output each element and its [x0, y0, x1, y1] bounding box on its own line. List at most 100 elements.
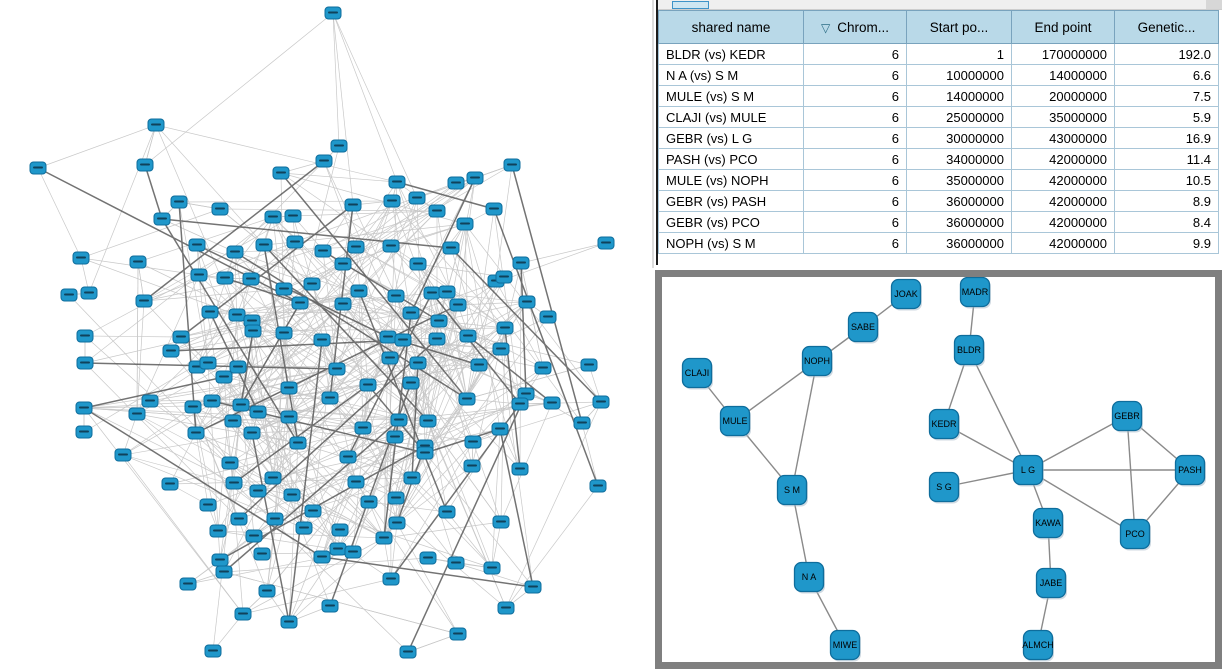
table-cell[interactable]: 6	[803, 127, 907, 149]
network-node-n-a[interactable]: N A	[793, 561, 826, 594]
main-network-node[interactable]	[264, 210, 282, 224]
table-cell[interactable]: 25000000	[906, 106, 1012, 128]
main-network-node[interactable]	[344, 545, 362, 559]
main-network-node[interactable]	[211, 202, 229, 216]
main-network-node[interactable]	[280, 410, 298, 424]
network-node-pash[interactable]: PASH	[1174, 454, 1207, 487]
main-network-node[interactable]	[228, 308, 246, 322]
detail-network-canvas[interactable]: JOAK MADR SABE BLDR NOPH CLAJI GEBR MULE KEDR PAS…	[662, 277, 1215, 662]
table-cell[interactable]: 6	[803, 148, 907, 170]
main-network-node[interactable]	[518, 295, 536, 309]
table-cell[interactable]: N A (vs) S M	[658, 64, 804, 86]
network-node-claji[interactable]: CLAJI	[681, 357, 714, 390]
main-network-node[interactable]	[543, 396, 561, 410]
table-cell[interactable]: GEBR (vs) PASH	[658, 190, 804, 212]
main-network-node[interactable]	[203, 394, 221, 408]
main-network-node[interactable]	[409, 257, 427, 271]
main-network-node[interactable]	[29, 161, 47, 175]
main-network-node[interactable]	[314, 244, 332, 258]
main-network-node[interactable]	[128, 407, 146, 421]
network-node-noph[interactable]: NOPH	[801, 345, 834, 378]
main-network-node[interactable]	[492, 515, 510, 529]
main-network-node[interactable]	[184, 400, 202, 414]
table-cell[interactable]: 6	[803, 211, 907, 233]
main-network-node[interactable]	[201, 305, 219, 319]
main-network-node[interactable]	[321, 599, 339, 613]
network-node-sabe[interactable]: SABE	[847, 311, 880, 344]
table-cell[interactable]: 35000000	[906, 169, 1012, 191]
main-network-node[interactable]	[497, 601, 515, 615]
main-network-node[interactable]	[329, 542, 347, 556]
table-cell[interactable]: 36000000	[906, 211, 1012, 233]
main-network-node[interactable]	[245, 529, 263, 543]
main-network-node[interactable]	[199, 498, 217, 512]
main-network-node[interactable]	[381, 351, 399, 365]
main-network-node[interactable]	[416, 446, 434, 460]
network-node-s-g[interactable]: S G	[928, 471, 961, 504]
detail-network-view[interactable]: JOAK MADR SABE BLDR NOPH CLAJI GEBR MULE KEDR PAS…	[662, 277, 1215, 662]
main-network-node[interactable]	[313, 550, 331, 564]
table-cell[interactable]: 7.5	[1114, 85, 1219, 107]
table-cell[interactable]: 6	[803, 190, 907, 212]
main-network-node[interactable]	[388, 175, 406, 189]
table-cell[interactable]: 10000000	[906, 64, 1012, 86]
main-network-node[interactable]	[80, 286, 98, 300]
network-node-l-g[interactable]: L G	[1012, 454, 1045, 487]
table-tab[interactable]	[672, 1, 709, 9]
main-network-node[interactable]	[419, 551, 437, 565]
main-network-node[interactable]	[224, 414, 242, 428]
table-cell[interactable]: 192.0	[1114, 43, 1219, 65]
main-network-node[interactable]	[255, 238, 273, 252]
main-network-node[interactable]	[258, 584, 276, 598]
main-network-node[interactable]	[408, 191, 426, 205]
main-network-node[interactable]	[75, 425, 93, 439]
main-network-node[interactable]	[315, 154, 333, 168]
table-cell[interactable]: BLDR (vs) KEDR	[658, 43, 804, 65]
main-network-node[interactable]	[221, 456, 239, 470]
network-node-miwe[interactable]: MIWE	[829, 629, 862, 662]
main-network-node[interactable]	[172, 330, 190, 344]
main-network-node[interactable]	[136, 158, 154, 172]
table-cell[interactable]: 42000000	[1011, 211, 1115, 233]
main-network-node[interactable]	[495, 270, 513, 284]
network-node-madr[interactable]: MADR	[959, 277, 992, 309]
table-cell[interactable]: 6	[803, 43, 907, 65]
main-network-node[interactable]	[295, 521, 313, 535]
main-network-node[interactable]	[188, 238, 206, 252]
main-network-node[interactable]	[511, 462, 529, 476]
table-cell[interactable]: 36000000	[906, 190, 1012, 212]
main-network-node[interactable]	[394, 333, 412, 347]
main-network-node[interactable]	[517, 387, 535, 401]
main-network-node[interactable]	[179, 577, 197, 591]
table-row[interactable]: BLDR (vs) KEDR 6 1 170000000 192.0	[658, 43, 1219, 65]
table-row[interactable]: N A (vs) S M 6 10000000 14000000 6.6	[658, 64, 1219, 86]
main-network-node[interactable]	[470, 358, 488, 372]
main-network-node[interactable]	[447, 556, 465, 570]
main-network-node[interactable]	[456, 217, 474, 231]
main-network-node[interactable]	[464, 435, 482, 449]
table-cell[interactable]: 9.9	[1114, 232, 1219, 254]
main-network-node[interactable]	[76, 356, 94, 370]
main-network-node[interactable]	[534, 361, 552, 375]
main-network-node[interactable]	[347, 475, 365, 489]
main-network-node[interactable]	[328, 362, 346, 376]
column-header-genetic[interactable]: Genetic...	[1114, 10, 1219, 44]
main-network-node[interactable]	[275, 282, 293, 296]
main-network-canvas[interactable]	[0, 0, 655, 669]
network-node-kawa[interactable]: KAWA	[1032, 507, 1065, 540]
main-network-node[interactable]	[496, 321, 514, 335]
table-row[interactable]: GEBR (vs) PASH 6 36000000 42000000 8.9	[658, 190, 1219, 212]
table-cell[interactable]: 170000000	[1011, 43, 1115, 65]
table-cell[interactable]: 20000000	[1011, 85, 1115, 107]
table-cell[interactable]: 36000000	[906, 232, 1012, 254]
table-cell[interactable]: 35000000	[1011, 106, 1115, 128]
main-network-node[interactable]	[289, 436, 307, 450]
main-network-node[interactable]	[388, 516, 406, 530]
main-network-node[interactable]	[386, 430, 404, 444]
main-network-node[interactable]	[284, 209, 302, 223]
main-network-node[interactable]	[491, 422, 509, 436]
main-network-node[interactable]	[442, 241, 460, 255]
main-network-node[interactable]	[580, 358, 598, 372]
main-network-node[interactable]	[141, 394, 159, 408]
table-cell[interactable]: MULE (vs) NOPH	[658, 169, 804, 191]
